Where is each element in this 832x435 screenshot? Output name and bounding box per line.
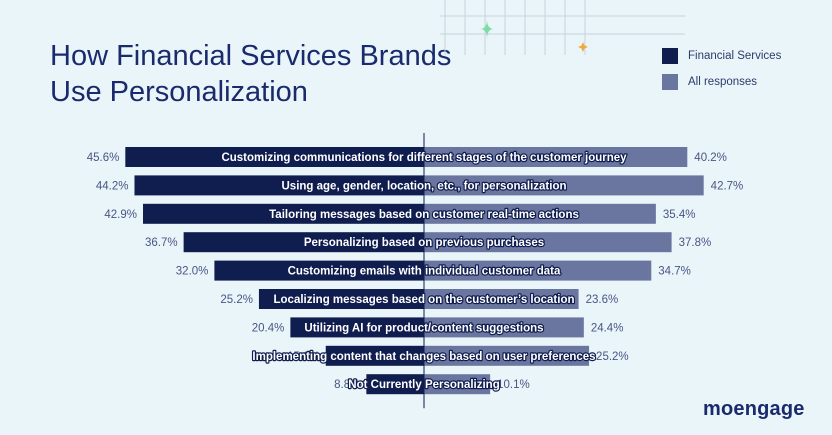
- legend-item-financial-services: Financial Services: [662, 48, 781, 64]
- bar-all-responses: [424, 260, 652, 281]
- decorative-grid: [440, 0, 685, 55]
- star-icon: [578, 42, 588, 52]
- legend-label: Financial Services: [688, 50, 782, 62]
- bar-financial-services: [183, 232, 424, 253]
- bar-financial-services: [366, 374, 424, 395]
- legend-swatch-all-responses: [662, 74, 678, 90]
- category-label: Utilizing AI for product/content suggest…: [304, 322, 543, 334]
- legend: Financial Services All responses: [662, 48, 781, 100]
- category-label: Customizing communications for different…: [221, 152, 627, 164]
- data-label-all-responses: 10.1%: [497, 379, 530, 391]
- data-label-financial-services: 15.0%: [287, 351, 320, 363]
- data-label-financial-services: 32.0%: [176, 266, 209, 278]
- bar-financial-services: [214, 260, 424, 281]
- data-label-financial-services: 8.8%: [334, 379, 360, 391]
- bar-financial-services: [134, 175, 425, 196]
- category-label: Tailoring messages based on customer rea…: [269, 209, 579, 221]
- data-label-financial-services: 20.4%: [252, 322, 285, 334]
- data-label-all-responses: 40.2%: [694, 152, 727, 164]
- category-label: Localizing messages based on the custome…: [274, 294, 575, 306]
- data-label-financial-services: 45.6%: [87, 152, 120, 164]
- legend-swatch-financial-services: [662, 48, 678, 64]
- bar-all-responses: [424, 232, 672, 253]
- legend-label: All responses: [688, 76, 758, 88]
- data-label-all-responses: 25.2%: [596, 351, 629, 363]
- bar-all-responses: [424, 317, 584, 338]
- data-label-all-responses: 42.7%: [711, 180, 744, 192]
- legend-item-all-responses: All responses: [662, 74, 781, 90]
- data-label-financial-services: 44.2%: [96, 180, 129, 192]
- brand-logo: moengage: [703, 398, 805, 420]
- bar-financial-services: [325, 345, 424, 366]
- bar-all-responses: [424, 175, 704, 196]
- bar-financial-services: [143, 203, 424, 224]
- bar-financial-services: [290, 317, 424, 338]
- data-label-financial-services: 36.7%: [145, 237, 178, 249]
- bar-financial-services: [125, 147, 424, 167]
- category-label: Implementing content that changes based …: [252, 351, 595, 363]
- category-label: Personalizing based on previous purchase…: [304, 237, 544, 249]
- bar-all-responses: [424, 345, 590, 366]
- data-label-all-responses: 34.7%: [658, 266, 691, 278]
- bar-all-responses: [424, 289, 579, 309]
- data-label-financial-services: 42.9%: [104, 209, 137, 221]
- chart-title-line-1: How Financial Services Brands: [50, 40, 452, 72]
- data-label-all-responses: 24.4%: [591, 322, 624, 334]
- category-label: Customizing emails with individual custo…: [288, 266, 561, 278]
- data-label-financial-services: 25.2%: [220, 294, 253, 306]
- data-label-all-responses: 37.8%: [679, 237, 712, 249]
- category-label: Not Currently Personalizing: [348, 379, 499, 391]
- bar-financial-services: [258, 289, 424, 309]
- sparkle-icon: [480, 19, 494, 39]
- data-label-all-responses: 23.6%: [586, 294, 619, 306]
- chart-title-line-2: Use Personalization: [50, 76, 308, 108]
- chart-title: How Financial Services Brands Use Person…: [50, 38, 451, 110]
- bar-all-responses: [424, 203, 656, 224]
- category-label: Using age, gender, location, etc., for p…: [282, 180, 567, 192]
- data-label-all-responses: 35.4%: [663, 209, 696, 221]
- bar-all-responses: [424, 147, 688, 167]
- bar-all-responses: [424, 374, 491, 395]
